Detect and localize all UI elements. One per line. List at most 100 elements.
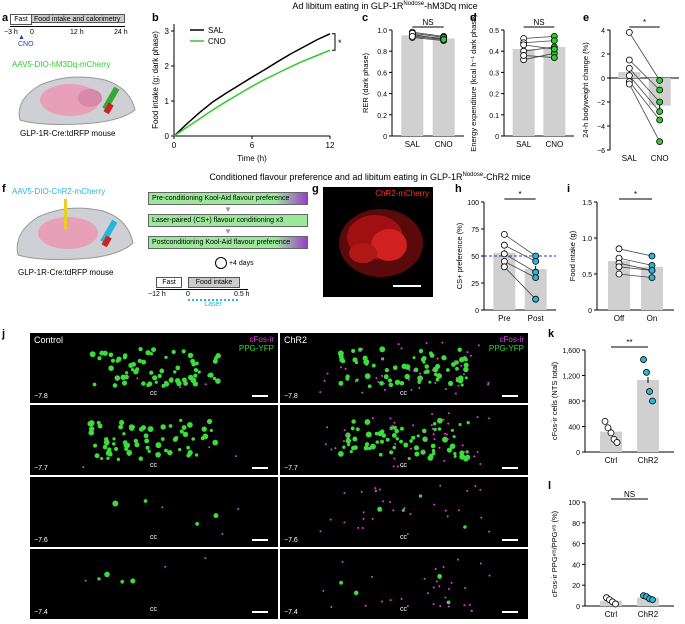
ppg-yfp-cell (370, 443, 376, 450)
ppg-yfp-cell (160, 437, 165, 441)
data-point (532, 258, 540, 265)
cfos-cell (431, 369, 434, 372)
cfos-cell (393, 421, 396, 424)
cfos-cell (430, 424, 433, 427)
panel-label-b: b (152, 12, 159, 24)
ppg-yfp-cell (399, 439, 403, 444)
cno-label: CNO (18, 41, 34, 48)
ppg-yfp-cell (392, 445, 397, 450)
control-micrograph: −7.6 cc (30, 477, 278, 547)
y-axis-label: Energy expenditure (kcal h⁻¹ dark phase) (469, 14, 478, 152)
ppg-yfp-cell (399, 426, 404, 431)
cfos-cell (319, 391, 322, 394)
scale-bar (252, 467, 268, 469)
ppg-yfp-cell (455, 366, 459, 371)
cfos-cell (357, 526, 360, 529)
ppg-yfp-cell (412, 356, 416, 360)
sig-label: * (518, 190, 521, 199)
pair-line (523, 44, 555, 50)
cfos-cell (447, 587, 450, 590)
intake-label: Food intake and calorimetry (34, 16, 121, 23)
ppg-yfp-cell (436, 417, 443, 424)
ppg-yfp-cell (147, 449, 151, 454)
ppg-yfp-cell (446, 447, 453, 453)
ppg-yfp-cell (339, 357, 345, 363)
category-label: SAL (622, 154, 638, 163)
micrograph-cells (112, 499, 268, 541)
virus-f: AAV5-DIO-ChR2-mCherry (12, 187, 106, 196)
ppg-yfp-cell (458, 422, 462, 427)
ppg-yfp-cell (409, 439, 413, 443)
panel-label-c: c (362, 12, 369, 24)
category-label: Ctrl (605, 610, 618, 619)
ppg-yfp-label: PPG-YFP (488, 344, 524, 353)
ppg-yfp-cell (441, 355, 447, 361)
panel-label-h: h (455, 183, 462, 195)
ppg-yfp-cell (345, 438, 351, 444)
y-tick-label: 1,200 (562, 374, 580, 381)
cfos-cell (469, 354, 472, 357)
section-coordinate: −7.8 (34, 393, 48, 400)
ppg-yfp-cell (100, 457, 104, 461)
ppg-yfp-cell (353, 445, 358, 450)
ppg-yfp-cell (453, 454, 457, 458)
step-1: Pre-conditioning Kool-Aid flavour prefer… (148, 192, 308, 205)
cfos-cell (420, 377, 423, 380)
y-tick-label: 1,600 (562, 348, 580, 355)
pair-line (523, 35, 555, 39)
cfos-cell (164, 565, 167, 568)
cfos-cell (476, 450, 479, 453)
data-point (612, 600, 619, 608)
micrograph-cells (84, 557, 268, 613)
pair-line (504, 234, 536, 257)
fast-box: Fast (10, 14, 32, 25)
ppg-yfp-cell (201, 426, 207, 432)
intake-box: Food intake and calorimetry (31, 14, 125, 23)
cfos-cell (378, 488, 381, 491)
x-tick-label: 6 (250, 141, 255, 150)
ppg-yfp-cell (421, 356, 427, 361)
cc-label: cc (150, 534, 157, 541)
y-tick-label: −6 (597, 148, 605, 155)
pair-line (618, 266, 653, 271)
scale-bar (252, 611, 268, 613)
ppg-yfp-cell (391, 433, 397, 438)
mid-title: Conditioned flavour preference and ad li… (150, 172, 590, 182)
ppg-yfp-cell (137, 358, 142, 364)
tick-f2: 0.5 h (234, 291, 250, 298)
cfos-cell (433, 438, 436, 441)
ppg-yfp-cell (365, 362, 369, 366)
panel-label-j: j (2, 328, 6, 340)
data-point (615, 270, 623, 278)
ppg-yfp-cell (103, 439, 110, 446)
cfos-cell (454, 392, 457, 395)
category-label: On (647, 314, 658, 323)
data-point (625, 80, 633, 88)
cfos-cell (362, 511, 365, 514)
cfos-cell (479, 488, 482, 491)
cfos-cell (400, 597, 403, 600)
ppg-yfp-cell (384, 368, 390, 373)
ppg-yfp-cell (149, 370, 154, 375)
cfos-cell (409, 447, 412, 450)
top-title: Ad libitum eating in GLP-1RNodose-hM3Dq … (190, 1, 580, 11)
ppg-yfp-cell (457, 377, 464, 384)
cfos-cell (346, 433, 349, 436)
intake-box-f: Food intake (188, 277, 240, 288)
ppg-yfp-cell (431, 451, 436, 456)
y-axis-label: cFos-ir cells (NTS total) (550, 361, 559, 440)
ppg-yfp-cell (392, 365, 398, 371)
y-axis-label: CS+ preference (%) (455, 222, 464, 289)
ppg-yfp-cell (206, 418, 213, 425)
ppg-yfp-cell (432, 422, 437, 426)
cfos-cell (389, 417, 392, 420)
ppg-yfp-cell (466, 421, 470, 425)
cfos-cell (447, 412, 450, 415)
ppg-yfp-cell (450, 428, 454, 432)
y-tick-label: 0.8 (377, 49, 387, 56)
ppg-yfp-cell (453, 451, 457, 456)
ppg-yfp-cell (459, 453, 466, 460)
data-point (649, 397, 656, 405)
cfos-cell (324, 443, 327, 446)
cfos-cell (446, 515, 449, 518)
